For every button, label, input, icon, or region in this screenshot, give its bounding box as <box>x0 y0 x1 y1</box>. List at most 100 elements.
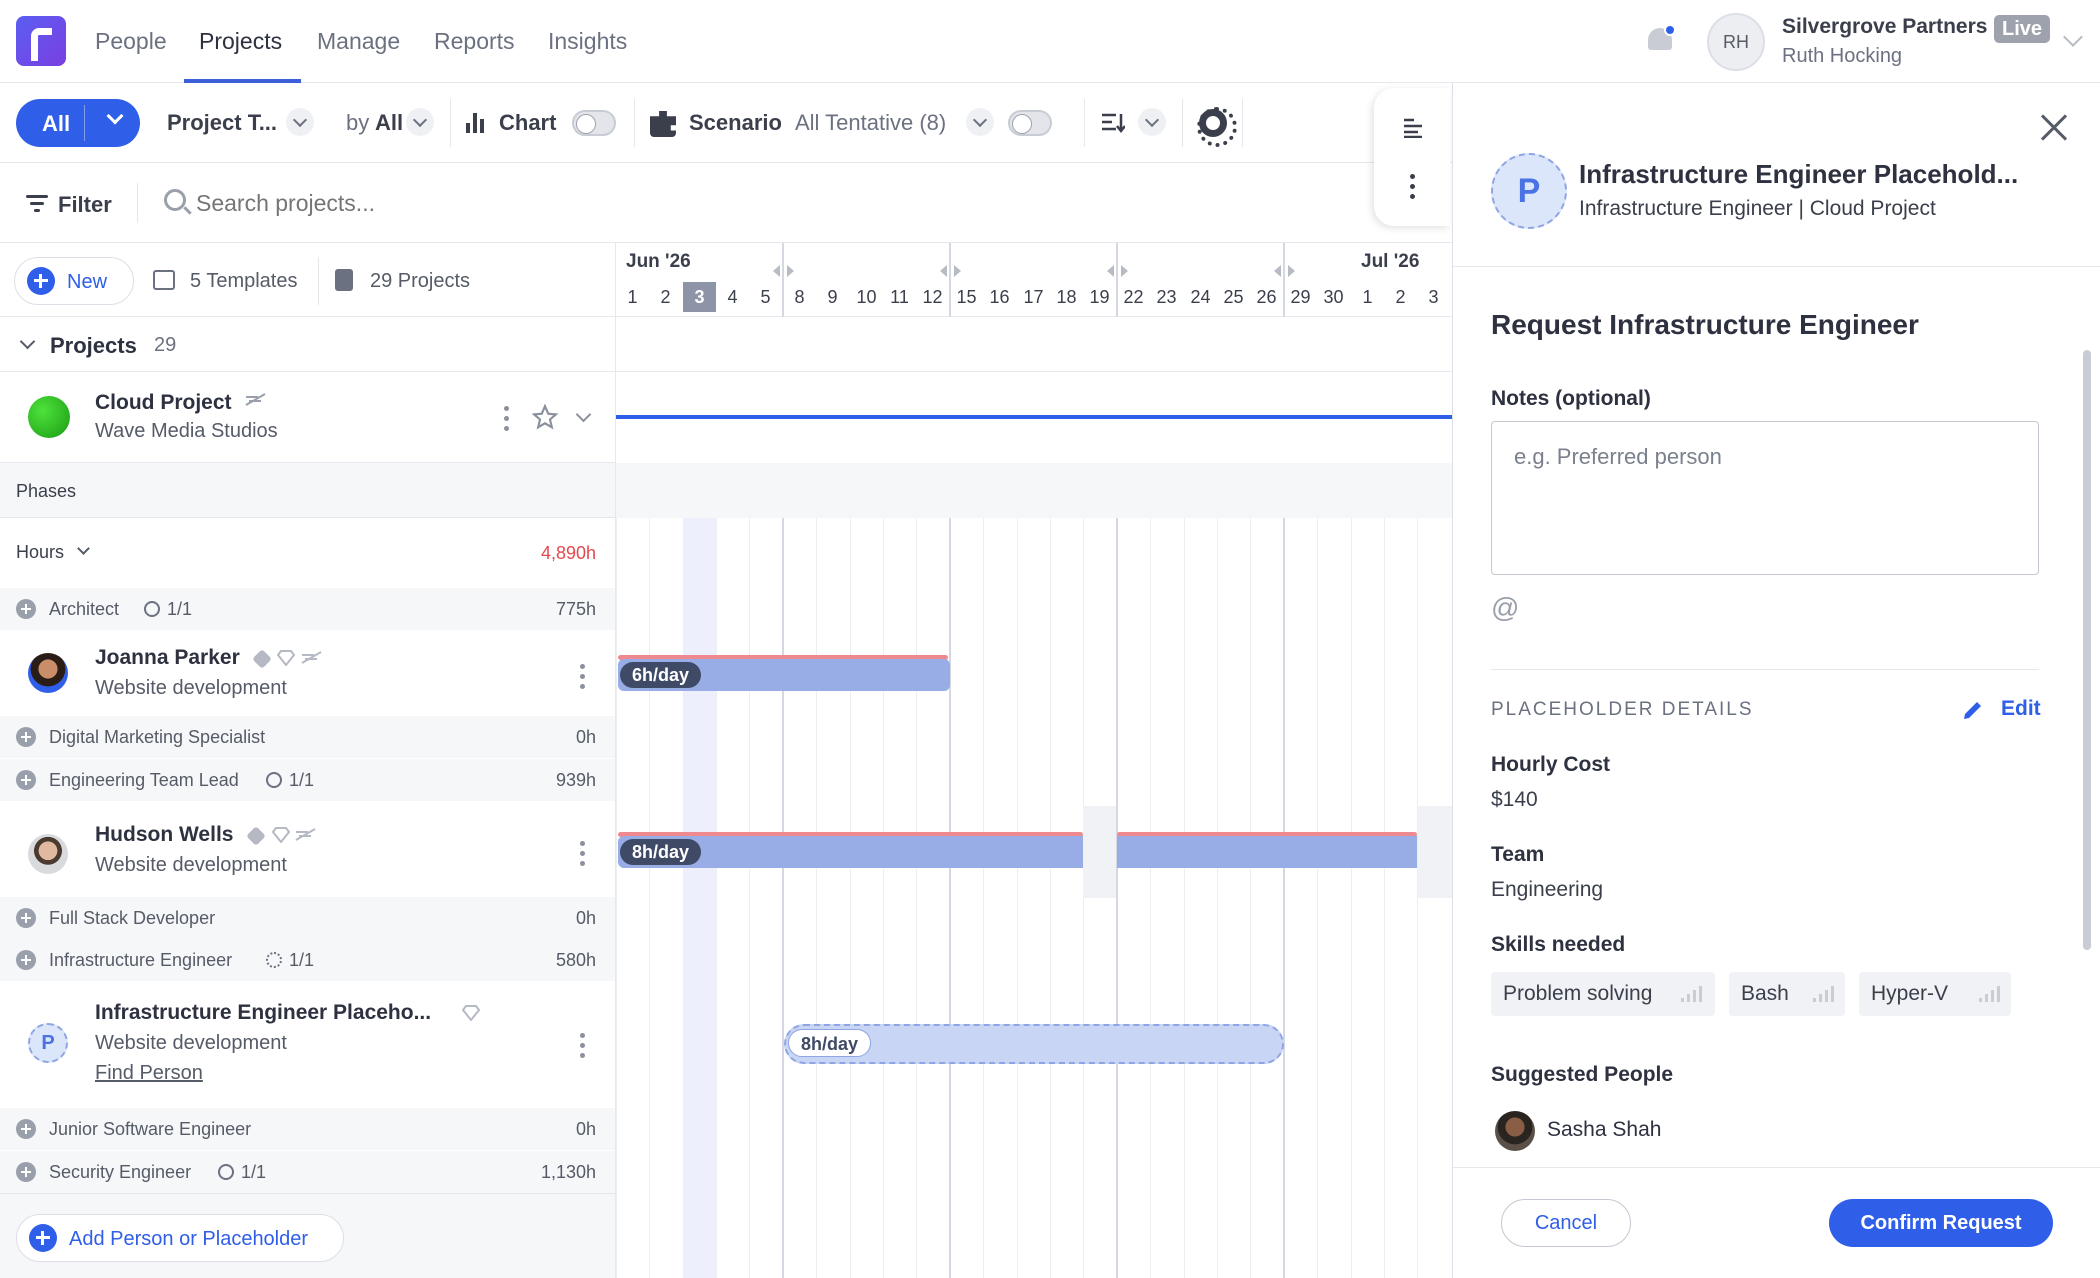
placeholder-name[interactable]: Infrastructure Engineer Placeho... <box>95 1001 432 1024</box>
expand-chevron-icon[interactable] <box>575 406 592 423</box>
role-row[interactable]: Digital Marketing Specialist 0h <box>0 716 616 758</box>
add-role-icon[interactable] <box>16 908 36 928</box>
nav-tab-manage[interactable]: Manage <box>317 28 401 54</box>
role-row[interactable]: Security Engineer 1/1 1,130h <box>0 1151 616 1193</box>
skill-chip: Bash <box>1729 972 1845 1016</box>
side-drawer-tab[interactable] <box>1374 88 1450 226</box>
view-chevron-down-icon[interactable] <box>106 107 124 125</box>
add-role-icon[interactable] <box>16 727 36 747</box>
project-type-chevron-icon[interactable] <box>286 108 314 136</box>
placeholder-avatar[interactable]: P <box>28 1023 68 1063</box>
align-left-icon[interactable] <box>1402 118 1424 143</box>
hours-chevron-icon[interactable] <box>77 542 90 555</box>
week-arrow-icon[interactable] <box>940 265 947 277</box>
person-name[interactable]: Joanna Parker <box>95 646 240 669</box>
view-all-button[interactable]: All <box>16 99 140 147</box>
find-person-link[interactable]: Find Person <box>95 1062 203 1084</box>
filter-button[interactable]: Filter <box>58 192 112 217</box>
person-avatar[interactable] <box>28 834 68 874</box>
person-menu-icon[interactable] <box>580 841 586 867</box>
assignment-bar[interactable] <box>1117 836 1417 868</box>
week-arrow-icon[interactable] <box>1107 265 1114 277</box>
role-row[interactable]: Architect 1/1 775h <box>0 588 616 630</box>
panel-scrollbar[interactable] <box>2083 350 2091 950</box>
week-arrow-icon[interactable] <box>773 265 780 277</box>
suggested-person-avatar[interactable] <box>1495 1111 1535 1151</box>
star-icon[interactable] <box>531 403 559 435</box>
project-menu-icon[interactable] <box>504 406 510 432</box>
edit-pencil-icon[interactable] <box>1961 698 1985 727</box>
notes-textarea[interactable] <box>1491 421 2039 575</box>
calendar-day: 12 <box>922 287 943 307</box>
scenario-toggle[interactable] <box>1008 110 1052 136</box>
add-role-icon[interactable] <box>16 1119 36 1139</box>
role-name: Infrastructure Engineer <box>49 950 233 970</box>
more-vertical-icon[interactable] <box>1410 174 1416 200</box>
chart-toggle[interactable] <box>572 110 616 136</box>
role-row[interactable]: Engineering Team Lead 1/1 939h <box>0 759 616 801</box>
settings-gear-icon[interactable] <box>1197 107 1237 147</box>
projects-group-header[interactable]: Projects 29 <box>0 317 1452 372</box>
by-value[interactable]: All <box>375 110 404 135</box>
nav-tab-insights[interactable]: Insights <box>548 28 628 54</box>
project-timeline-bar[interactable] <box>616 415 1452 419</box>
role-name: Junior Software Engineer <box>49 1119 252 1139</box>
by-chevron-icon[interactable] <box>406 108 434 136</box>
add-role-icon[interactable] <box>16 770 36 790</box>
cancel-button[interactable]: Cancel <box>1501 1199 1631 1247</box>
week-arrow-icon[interactable] <box>954 265 961 277</box>
role-row[interactable]: Junior Software Engineer 0h <box>0 1108 616 1150</box>
week-arrow-icon[interactable] <box>1288 265 1295 277</box>
calendar-day: 3 <box>1428 287 1439 307</box>
scenario-chevron-icon[interactable] <box>966 108 994 136</box>
calendar-day: 2 <box>1395 287 1406 307</box>
new-project-button[interactable]: New <box>14 257 134 305</box>
phases-timeline[interactable] <box>616 463 1452 518</box>
person-avatar[interactable] <box>28 653 68 693</box>
person-name[interactable]: Hudson Wells <box>95 823 234 846</box>
calendar-header: Jun '26 Jul '26 1 2 3 4 5 8 9 10 11 12 15 16 17 18 19 2… <box>616 243 1452 317</box>
close-icon[interactable] <box>2039 113 2069 143</box>
search-input[interactable] <box>196 181 796 225</box>
person-menu-icon[interactable] <box>580 664 586 690</box>
person-row[interactable]: Joanna Parker Website development <box>0 630 616 716</box>
assignment-rate-pill: 8h/day <box>620 839 702 865</box>
sort-chevron-icon[interactable] <box>1138 108 1166 136</box>
week-arrow-icon[interactable] <box>1274 265 1281 277</box>
tentative-icon <box>295 827 317 848</box>
nav-tab-reports[interactable]: Reports <box>434 28 515 54</box>
add-role-icon[interactable] <box>16 950 36 970</box>
edit-button[interactable]: Edit <box>2001 697 2041 720</box>
add-person-button[interactable]: Add Person or Placeholder <box>16 1214 344 1262</box>
account-chevron-down-icon[interactable] <box>2063 27 2083 47</box>
notification-bell-icon[interactable] <box>1648 24 1676 56</box>
confirm-request-button[interactable]: Confirm Request <box>1829 1199 2053 1247</box>
placeholder-row[interactable]: P Infrastructure Engineer Placeho... Web… <box>0 981 616 1108</box>
hours-label[interactable]: Hours <box>16 542 65 562</box>
add-role-icon[interactable] <box>16 599 36 619</box>
project-type-dropdown[interactable]: Project T... <box>167 110 278 135</box>
suggested-person-name[interactable]: Sasha Shah <box>1547 1118 1662 1141</box>
mention-icon[interactable]: @ <box>1491 592 1520 623</box>
scenario-value[interactable]: All Tentative (8) <box>795 110 947 135</box>
role-row[interactable]: Infrastructure Engineer 1/1 580h <box>0 939 616 981</box>
app-logo[interactable] <box>16 16 66 66</box>
project-row[interactable]: Cloud Project Wave Media Studios <box>0 372 616 463</box>
week-arrow-icon[interactable] <box>1121 265 1128 277</box>
person-row[interactable]: Hudson Wells Website development <box>0 801 616 897</box>
role-hours: 1,130h <box>540 1162 596 1182</box>
fill-clock-icon <box>266 952 282 968</box>
filter-icon[interactable] <box>26 195 48 212</box>
grid-line <box>1116 518 1118 1278</box>
placeholder-menu-icon[interactable] <box>580 1033 586 1059</box>
week-arrow-icon[interactable] <box>787 265 794 277</box>
sort-icon[interactable] <box>1101 112 1126 134</box>
collapse-chevron-icon[interactable] <box>19 333 36 350</box>
add-role-icon[interactable] <box>16 1162 36 1182</box>
user-avatar[interactable]: RH <box>1707 13 1765 71</box>
nav-tab-projects[interactable]: Projects <box>199 28 283 54</box>
templates-link[interactable]: 5 Templates <box>190 270 298 292</box>
role-row[interactable]: Full Stack Developer 0h <box>0 897 616 939</box>
project-name[interactable]: Cloud Project <box>95 391 232 414</box>
nav-tab-people[interactable]: People <box>95 28 167 54</box>
